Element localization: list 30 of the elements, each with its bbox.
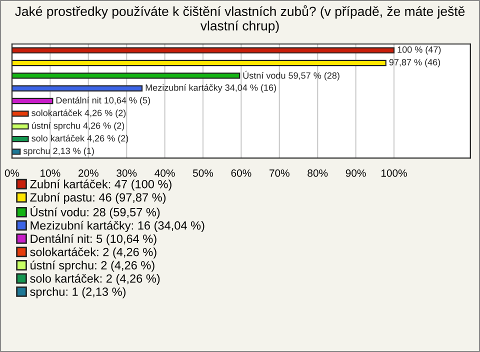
- x-tick-label: 90%: [346, 169, 366, 177]
- chart-title: Jaké prostředky používáte k čištění vlastních zubů? (v případě, že máte ještě vlastní chrup): [15, 5, 465, 34]
- legend-label: sprchu: 1 (2,13 %): [30, 287, 126, 298]
- data-label: solokartáček 4,26 % (2): [32, 109, 126, 118]
- data-label: ústní sprchu 4,26 % (2): [32, 122, 124, 131]
- x-tick-label: 10%: [40, 169, 60, 177]
- x-tick-label: 60%: [231, 169, 252, 177]
- data-label: Ústní vodu 59,57 % (28): [243, 70, 340, 81]
- legend-label: ústní sprchu: 2 (4,26 %): [30, 260, 154, 272]
- legend-label: Mezizubní kartáčky: 16 (34,04 %): [30, 220, 204, 232]
- data-label: Mezizubní kartáčky 34,04 % (16): [146, 84, 276, 93]
- legend-label: Zubní pastu: 46 (97,87 %): [30, 192, 166, 204]
- data-label: 100 % (47): [398, 46, 441, 55]
- legend-label: solokartáček: 2 (4,26 %): [30, 247, 156, 259]
- legend-label: solo kartáček: 2 (4,26 %): [30, 274, 160, 286]
- data-label: solo kartáček 4,26 % (2): [32, 134, 128, 144]
- x-tick-label: 50%: [192, 169, 214, 177]
- legend-label: Zubní kartáček: 47 (100 %): [30, 180, 172, 191]
- x-tick-label: 0%: [4, 169, 20, 177]
- x-tick-label: 30%: [116, 169, 137, 177]
- data-label: 97,87 % (46): [389, 58, 440, 68]
- x-tick-label: 20%: [78, 169, 98, 177]
- data-label: sprchu 2,13 % (1): [23, 148, 94, 156]
- x-tick-label: 100%: [381, 169, 407, 177]
- x-tick-label: 80%: [308, 169, 328, 177]
- legend-label: Ústní vodu: 28 (59,57 %): [30, 206, 160, 219]
- legend-label: Dentální nit: 5 (10,64 %): [30, 234, 156, 246]
- data-label: Dentální nit 10,64 % (5): [56, 96, 150, 106]
- x-tick-label: 40%: [154, 169, 175, 177]
- x-tick-label: 70%: [270, 169, 290, 177]
